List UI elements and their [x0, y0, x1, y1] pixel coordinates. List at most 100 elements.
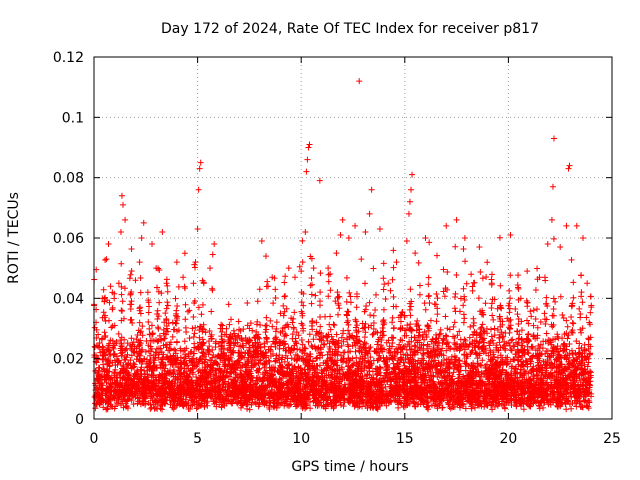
- data-point-cloud: [560, 315, 567, 322]
- data-point-cloud: [476, 398, 483, 405]
- data-point-cloud: [107, 388, 114, 395]
- data-point-cloud: [107, 375, 114, 382]
- data-point-cloud: [340, 403, 347, 410]
- data-point-cloud: [112, 403, 119, 410]
- data-point-cloud: [461, 293, 468, 300]
- data-point-cloud: [407, 383, 414, 390]
- data-point-cloud: [415, 357, 422, 364]
- data-point-cloud: [497, 352, 504, 359]
- data-point-cloud: [167, 339, 174, 346]
- data-point-cloud: [473, 351, 480, 358]
- data-point-cloud: [514, 341, 521, 348]
- data-point-cloud: [380, 306, 387, 313]
- data-point-cloud: [277, 340, 284, 347]
- data-point-cloud: [403, 346, 410, 353]
- data-point-cloud: [202, 329, 209, 336]
- data-point-cloud: [387, 287, 394, 294]
- data-point-cloud: [456, 357, 463, 364]
- data-point-cloud: [282, 352, 289, 359]
- data-point-cloud: [471, 279, 478, 286]
- data-point-cloud: [226, 321, 233, 328]
- data-point-cloud: [535, 342, 542, 349]
- data-point-cloud: [155, 380, 162, 387]
- data-point-cloud: [215, 382, 222, 389]
- data-point-cloud: [128, 289, 135, 296]
- data-point-cloud: [252, 400, 259, 407]
- data-point-cloud: [156, 332, 163, 339]
- data-point-cloud: [577, 398, 584, 405]
- data-point-cloud: [209, 251, 216, 258]
- data-point-cloud: [578, 329, 585, 336]
- data-point-cloud: [450, 323, 457, 330]
- data-point-cloud: [481, 339, 488, 346]
- data-point-cloud: [283, 332, 290, 339]
- data-point-cloud: [415, 332, 422, 339]
- data-point-cloud: [384, 374, 391, 381]
- data-point-cloud: [447, 405, 454, 412]
- data-point-cloud: [527, 308, 534, 315]
- data-point-cloud: [425, 372, 432, 379]
- data-point-cloud: [336, 305, 343, 312]
- data-point-cloud: [239, 363, 246, 370]
- data-point-cloud: [183, 362, 190, 369]
- data-point-cloud: [497, 282, 504, 289]
- data-point-cloud: [518, 403, 525, 410]
- data-point-cloud: [547, 391, 554, 398]
- data-point-cloud: [415, 259, 422, 266]
- data-point-cloud: [566, 340, 573, 347]
- data-point-cloud: [93, 359, 100, 366]
- data-point-cloud: [559, 335, 566, 342]
- data-point-cloud: [253, 360, 260, 367]
- data-point-cloud: [117, 337, 124, 344]
- data-point-cloud: [573, 338, 580, 345]
- data-point-cloud: [475, 295, 482, 302]
- data-point-cloud: [522, 357, 529, 364]
- data-point-cloud: [476, 331, 483, 338]
- data-point-cloud: [131, 361, 138, 368]
- data-point-cloud: [361, 334, 368, 341]
- data-point-cloud: [313, 328, 320, 335]
- data-point-cloud: [206, 343, 213, 350]
- data-point-cloud: [317, 323, 324, 330]
- data-point-cloud: [281, 341, 288, 348]
- data-point-cloud: [396, 341, 403, 348]
- data-point-cloud: [185, 353, 192, 360]
- data-point-cloud: [441, 293, 448, 300]
- data-point-cloud: [397, 355, 404, 362]
- data-point-cloud: [124, 340, 131, 347]
- data-point-cloud: [494, 327, 501, 334]
- data-point-cloud: [170, 370, 177, 377]
- data-point-cloud: [430, 372, 437, 379]
- data-point-cloud: [367, 312, 374, 319]
- data-point-cloud: [182, 324, 189, 331]
- data-point-cloud: [272, 358, 279, 365]
- data-point-cloud: [104, 297, 111, 304]
- data-point-cloud: [181, 250, 188, 257]
- data-point-cloud: [154, 324, 161, 331]
- data-point-cloud: [486, 342, 493, 349]
- data-point-cloud: [400, 370, 407, 377]
- data-point-cloud: [525, 350, 532, 357]
- data-point-cloud: [195, 304, 202, 311]
- data-point-cloud: [261, 374, 268, 381]
- data-point-cloud: [413, 337, 420, 344]
- data-point-cloud: [300, 302, 307, 309]
- data-point-cloud: [506, 329, 513, 336]
- data-point-cloud: [273, 319, 280, 326]
- data-point-cloud: [541, 310, 548, 317]
- data-point-cloud: [158, 337, 165, 344]
- data-point-cloud: [528, 343, 535, 350]
- data-point-cloud: [357, 374, 364, 381]
- data-point-cloud: [281, 293, 288, 300]
- data-point-cloud: [259, 361, 266, 368]
- data-point-cloud: [397, 399, 404, 406]
- data-point-cloud: [291, 309, 298, 316]
- data-point-cloud: [216, 385, 223, 392]
- data-point-cloud: [443, 359, 450, 366]
- data-point-cloud: [156, 266, 163, 273]
- data-point-cloud: [361, 324, 368, 331]
- data-point-cloud: [325, 293, 332, 300]
- data-point-cloud: [540, 404, 547, 411]
- data-point-cloud: [434, 311, 441, 318]
- data-point-cloud: [164, 299, 171, 306]
